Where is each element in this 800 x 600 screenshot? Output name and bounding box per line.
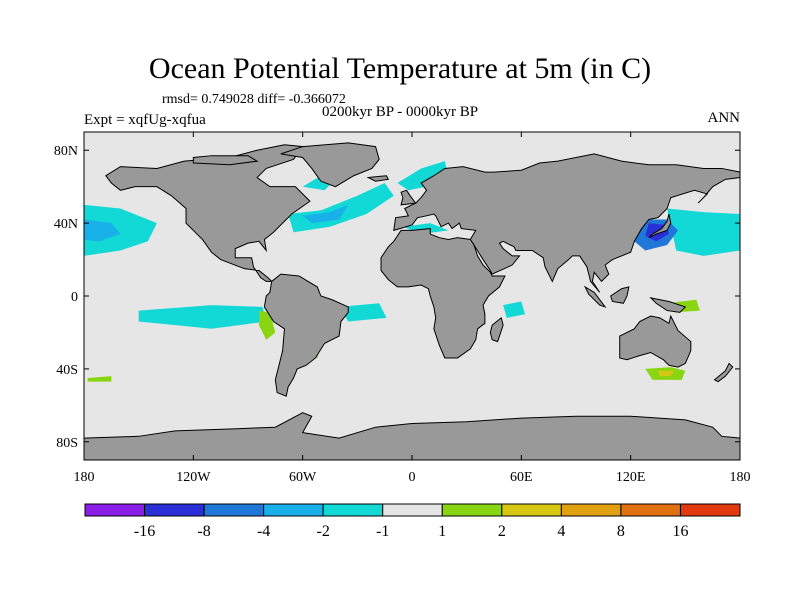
axes: 180 120W 60W 0 60E 120E 180 80N 40N 0 40S 80S	[54, 132, 751, 485]
landmass-antarctica	[83, 412, 741, 461]
chart-title: Ocean Potential Temperature at 5m (in C)	[148, 52, 652, 85]
anomaly-chile-warm	[87, 376, 112, 382]
colorbar-label: 2	[498, 523, 506, 540]
y-tick-label: 40S	[56, 363, 78, 378]
colorbar-swatch	[322, 503, 384, 517]
y-tick-label: 40N	[54, 217, 78, 232]
colorbar-label: 1	[438, 523, 446, 540]
landmass-british-isles	[400, 189, 417, 206]
x-tick-label: 120E	[616, 470, 646, 485]
x-tick-label: 60E	[510, 470, 533, 485]
colorbar-label: 4	[557, 523, 565, 540]
x-tick-label: 180	[74, 470, 95, 485]
season-label: ANN	[707, 110, 741, 126]
x-tick-label: 0	[409, 470, 416, 485]
map-area	[83, 131, 741, 461]
landmass-iceland	[366, 175, 390, 182]
landmass-south-america	[263, 273, 349, 397]
colorbar-label: -8	[197, 523, 210, 540]
colorbar-swatch	[620, 503, 681, 517]
landmass-africa	[380, 228, 506, 359]
stats-label: rmsd= 0.749028 diff= -0.366072	[162, 92, 346, 107]
x-tick-label: 180	[730, 470, 751, 485]
landmass-new-zealand	[713, 362, 734, 383]
landmass-madagascar	[489, 316, 504, 343]
anomaly-north-pacific-west-cool	[84, 204, 157, 256]
colorbar-label: 16	[672, 523, 688, 540]
landmass-indonesia-borneo	[610, 286, 630, 304]
x-tick-label: 120W	[176, 470, 211, 485]
colorbar-swatch	[84, 503, 146, 517]
colorbar-label: -4	[257, 523, 270, 540]
colorbar-swatch	[501, 503, 562, 517]
experiment-label: Expt = xqfUg-xqfua	[84, 112, 206, 128]
landmass-japan	[648, 213, 672, 239]
anomaly-nordic-seas-cool	[397, 161, 449, 191]
colorbar-swatch	[382, 503, 443, 517]
land-layer	[83, 142, 741, 461]
colorbar-swatch	[679, 503, 741, 517]
y-tick-label: 80N	[54, 144, 78, 159]
colorbar-swatch	[263, 503, 324, 517]
anomaly-layer	[84, 161, 740, 382]
landmass-australia	[619, 314, 692, 368]
colorbar-label: -16	[134, 523, 155, 540]
landmass-sumatra	[583, 285, 607, 308]
colorbar-swatch	[560, 503, 622, 517]
landmass-greenland	[280, 142, 380, 188]
anomaly-east-pacific-equatorial-cool	[138, 305, 267, 329]
anomaly-south-atlantic-cool	[339, 303, 387, 322]
y-tick-label: 0	[71, 290, 78, 305]
colorbar-label: -1	[376, 523, 389, 540]
colorbar: -16 -8 -4 -2 -1 1 2 4 8 16	[84, 503, 741, 540]
period-label: 0200kyr BP - 0000kyr BP	[322, 104, 479, 120]
colorbar-swatch	[144, 503, 205, 517]
anomaly-south-australia-warm-core	[658, 370, 675, 377]
landmass-arctic-islands	[192, 155, 259, 166]
anomaly-indian-ocean-cool	[503, 301, 525, 318]
colorbar-label: 8	[617, 523, 625, 540]
colorbar-swatch	[441, 503, 503, 517]
colorbar-label: -2	[317, 523, 330, 540]
anomaly-north-pacific-west-cool-core	[84, 219, 121, 242]
landmass-new-guinea	[649, 297, 687, 313]
y-tick-label: 80S	[56, 436, 78, 451]
colorbar-swatch	[203, 503, 265, 517]
x-tick-label: 60W	[289, 470, 317, 485]
anomaly-north-atlantic-core	[302, 204, 349, 224]
anomaly-north-pacific-east-cool	[667, 208, 740, 256]
